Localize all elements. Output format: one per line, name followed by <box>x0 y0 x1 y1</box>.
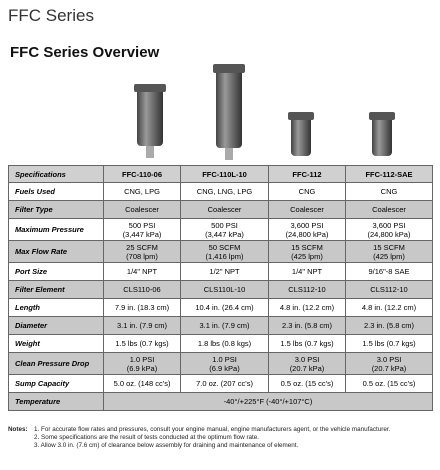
row-label: Temperature <box>8 392 104 411</box>
cell: CLS110L-10 <box>180 280 269 299</box>
cell: 7.9 in. (18.3 cm) <box>103 298 181 317</box>
row-label: Clean Pressure Drop <box>8 352 104 375</box>
cell: CNG <box>268 182 346 201</box>
table-row: Max Flow Rate 25 SCFM (708 lpm) 50 SCFM (1… <box>8 240 433 263</box>
table-row: Temperature -40°/+225°F (-40°/+107°C) <box>8 392 433 411</box>
cell: 9/16"-8 SAE <box>345 262 433 281</box>
cell: 50 SCFM (1,416 lpm) <box>180 240 269 263</box>
cell: 1/2" NPT <box>180 262 269 281</box>
product-ffc-110l-10 <box>213 64 245 160</box>
notes-label: Notes: <box>8 426 28 433</box>
page-title: FFC Series <box>8 6 94 25</box>
cell: 500 PSI (3,447 kPa) <box>180 218 269 241</box>
row-label: Diameter <box>8 316 104 335</box>
row-label: Filter Element <box>8 280 104 299</box>
table-row: Weight 1.5 lbs (0.7 kgs) 1.8 lbs (0.8 kgs)… <box>8 334 433 353</box>
cell: 15 SCFM (425 lpm) <box>345 240 433 263</box>
header-cell: FFC-110-06 <box>103 165 181 183</box>
row-label: Weight <box>8 334 104 353</box>
table-row: Clean Pressure Drop 1.0 PSI (6.9 kPa) 1.0 … <box>8 352 433 375</box>
cell: 3.0 PSI (20.7 kPa) <box>268 352 346 375</box>
cell: 1.0 PSI (6.9 kPa) <box>180 352 269 375</box>
note-item: 2. Some specifications are the result of… <box>34 434 260 441</box>
spec-table: Specifications FFC-110-06 FFC-110L-10 FFC-1… <box>8 165 433 411</box>
table-row: Diameter 3.1 in. (7.9 cm) 3.1 in. (7.9 cm)… <box>8 316 433 335</box>
cell: 3.0 PSI (20.7 kPa) <box>345 352 433 375</box>
cell: 2.3 in. (5.8 cm) <box>345 316 433 335</box>
cell: 1.8 lbs (0.8 kgs) <box>180 334 269 353</box>
cell: CNG <box>345 182 433 201</box>
cell: Coalescer <box>180 200 269 219</box>
header-cell: Specifications <box>8 165 104 183</box>
cell: -40°/+225°F (-40°/+107°C) <box>103 392 433 411</box>
cell: 500 PSI (3,447 kPa) <box>103 218 181 241</box>
section-title: FFC Series Overview <box>10 44 160 61</box>
row-label: Sump Capacity <box>8 374 104 393</box>
cell: 5.0 oz. (148 cc's) <box>103 374 181 393</box>
row-label: Port Size <box>8 262 104 281</box>
header-cell: FFC-112-SAE <box>345 165 433 183</box>
header-row: Specifications FFC-110-06 FFC-110L-10 FFC-1… <box>8 165 433 183</box>
cell: 0.5 oz. (15 cc's) <box>268 374 346 393</box>
cell: 0.5 oz. (15 cc's) <box>345 374 433 393</box>
cell: 1/4" NPT <box>103 262 181 281</box>
notes: Notes: 1. For accurate flow rates and pr… <box>8 426 432 450</box>
cell: 3,600 PSI (24,800 kPa) <box>345 218 433 241</box>
product-ffc-112-sae <box>369 112 395 156</box>
cell: Coalescer <box>268 200 346 219</box>
table-row: Fuels Used CNG, LPG CNG, LNG, LPG CNG CNG <box>8 182 433 201</box>
cell: CNG, LNG, LPG <box>180 182 269 201</box>
cell: 1.0 PSI (6.9 kPa) <box>103 352 181 375</box>
row-label: Fuels Used <box>8 182 104 201</box>
cell: 3.1 in. (7.9 cm) <box>103 316 181 335</box>
table-row: Port Size 1/4" NPT 1/2" NPT 1/4" NPT 9/16"-8… <box>8 262 433 281</box>
cell: 4.8 in. (12.2 cm) <box>268 298 346 317</box>
table-row: Maximum Pressure 500 PSI (3,447 kPa) 500 P… <box>8 218 433 241</box>
cell: CLS110-06 <box>103 280 181 299</box>
row-label: Filter Type <box>8 200 104 219</box>
table-row: Filter Type Coalescer Coalescer Coalescer Co… <box>8 200 433 219</box>
row-label: Maximum Pressure <box>8 218 104 241</box>
cell: CNG, LPG <box>103 182 181 201</box>
cell: CLS112-10 <box>268 280 346 299</box>
cell: Coalescer <box>345 200 433 219</box>
cell: 3,600 PSI (24,800 kPa) <box>268 218 346 241</box>
note-item: 1. For accurate flow rates and pressures… <box>34 426 391 433</box>
cell: CLS112-10 <box>345 280 433 299</box>
product-ffc-110-06 <box>134 84 166 158</box>
header-cell: FFC-110L-10 <box>180 165 269 183</box>
cell: 15 SCFM (425 lpm) <box>268 240 346 263</box>
row-label: Length <box>8 298 104 317</box>
product-ffc-112 <box>288 112 314 156</box>
row-label: Max Flow Rate <box>8 240 104 263</box>
cell: Coalescer <box>103 200 181 219</box>
cell: 3.1 in. (7.9 cm) <box>180 316 269 335</box>
table-row: Sump Capacity 5.0 oz. (148 cc's) 7.0 oz. (… <box>8 374 433 393</box>
note-item: 3. Allow 3.0 in. (7.6 cm) of clearance b… <box>34 442 299 449</box>
cell: 1.5 lbs (0.7 kgs) <box>345 334 433 353</box>
cell: 2.3 in. (5.8 cm) <box>268 316 346 335</box>
cell: 4.8 in. (12.2 cm) <box>345 298 433 317</box>
cell: 1/4" NPT <box>268 262 346 281</box>
cell: 10.4 in. (26.4 cm) <box>180 298 269 317</box>
notes-list: 1. For accurate flow rates and pressures… <box>34 426 432 450</box>
table-row: Length 7.9 in. (18.3 cm) 10.4 in. (26.4 cm… <box>8 298 433 317</box>
product-images <box>134 64 395 160</box>
cell: 1.5 lbs (0.7 kgs) <box>103 334 181 353</box>
cell: 7.0 oz. (207 cc's) <box>180 374 269 393</box>
cell: 1.5 lbs (0.7 kgs) <box>268 334 346 353</box>
header-cell: FFC-112 <box>268 165 346 183</box>
cell: 25 SCFM (708 lpm) <box>103 240 181 263</box>
table-row: Filter Element CLS110-06 CLS110L-10 CLS112-… <box>8 280 433 299</box>
